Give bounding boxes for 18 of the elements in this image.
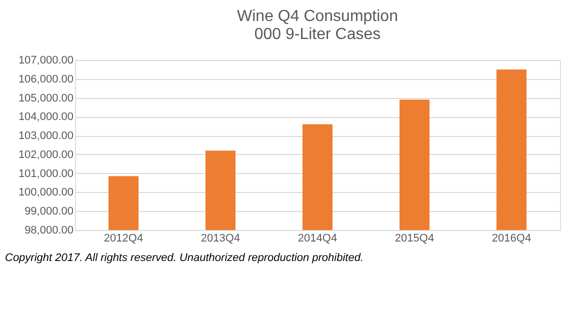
- x-tick-label: 2014Q4: [298, 232, 338, 244]
- y-tick-label: 103,000.00: [18, 130, 74, 142]
- y-tick-label: 100,000.00: [18, 186, 74, 199]
- y-tick-label: 99,000.00: [24, 206, 74, 218]
- x-tick-label: 2013Q4: [200, 232, 240, 244]
- y-tick-label: 104,000.00: [18, 111, 74, 124]
- y-tick-label: 107,000.00: [18, 54, 74, 66]
- text: Copyright 2017. All rights reserved. Unauthorized reproduction prohibited.: [5, 252, 364, 264]
- x-tick-label: 2016Q4: [492, 232, 532, 244]
- y-tick-label: 102,000.00: [18, 148, 74, 161]
- text: Wine Q4 Consumption: [237, 8, 398, 25]
- x-tick-label: 2015Q4: [394, 232, 434, 244]
- y-tick-label: 105,000.00: [18, 92, 74, 104]
- y-tick-label: 98,000.00: [24, 224, 74, 236]
- text: 000 9-Liter Cases: [254, 26, 381, 43]
- x-tick-label: 2012Q4: [104, 232, 144, 244]
- y-tick-label: 106,000.00: [18, 73, 74, 86]
- y-tick-label: 101,000.00: [18, 168, 74, 180]
